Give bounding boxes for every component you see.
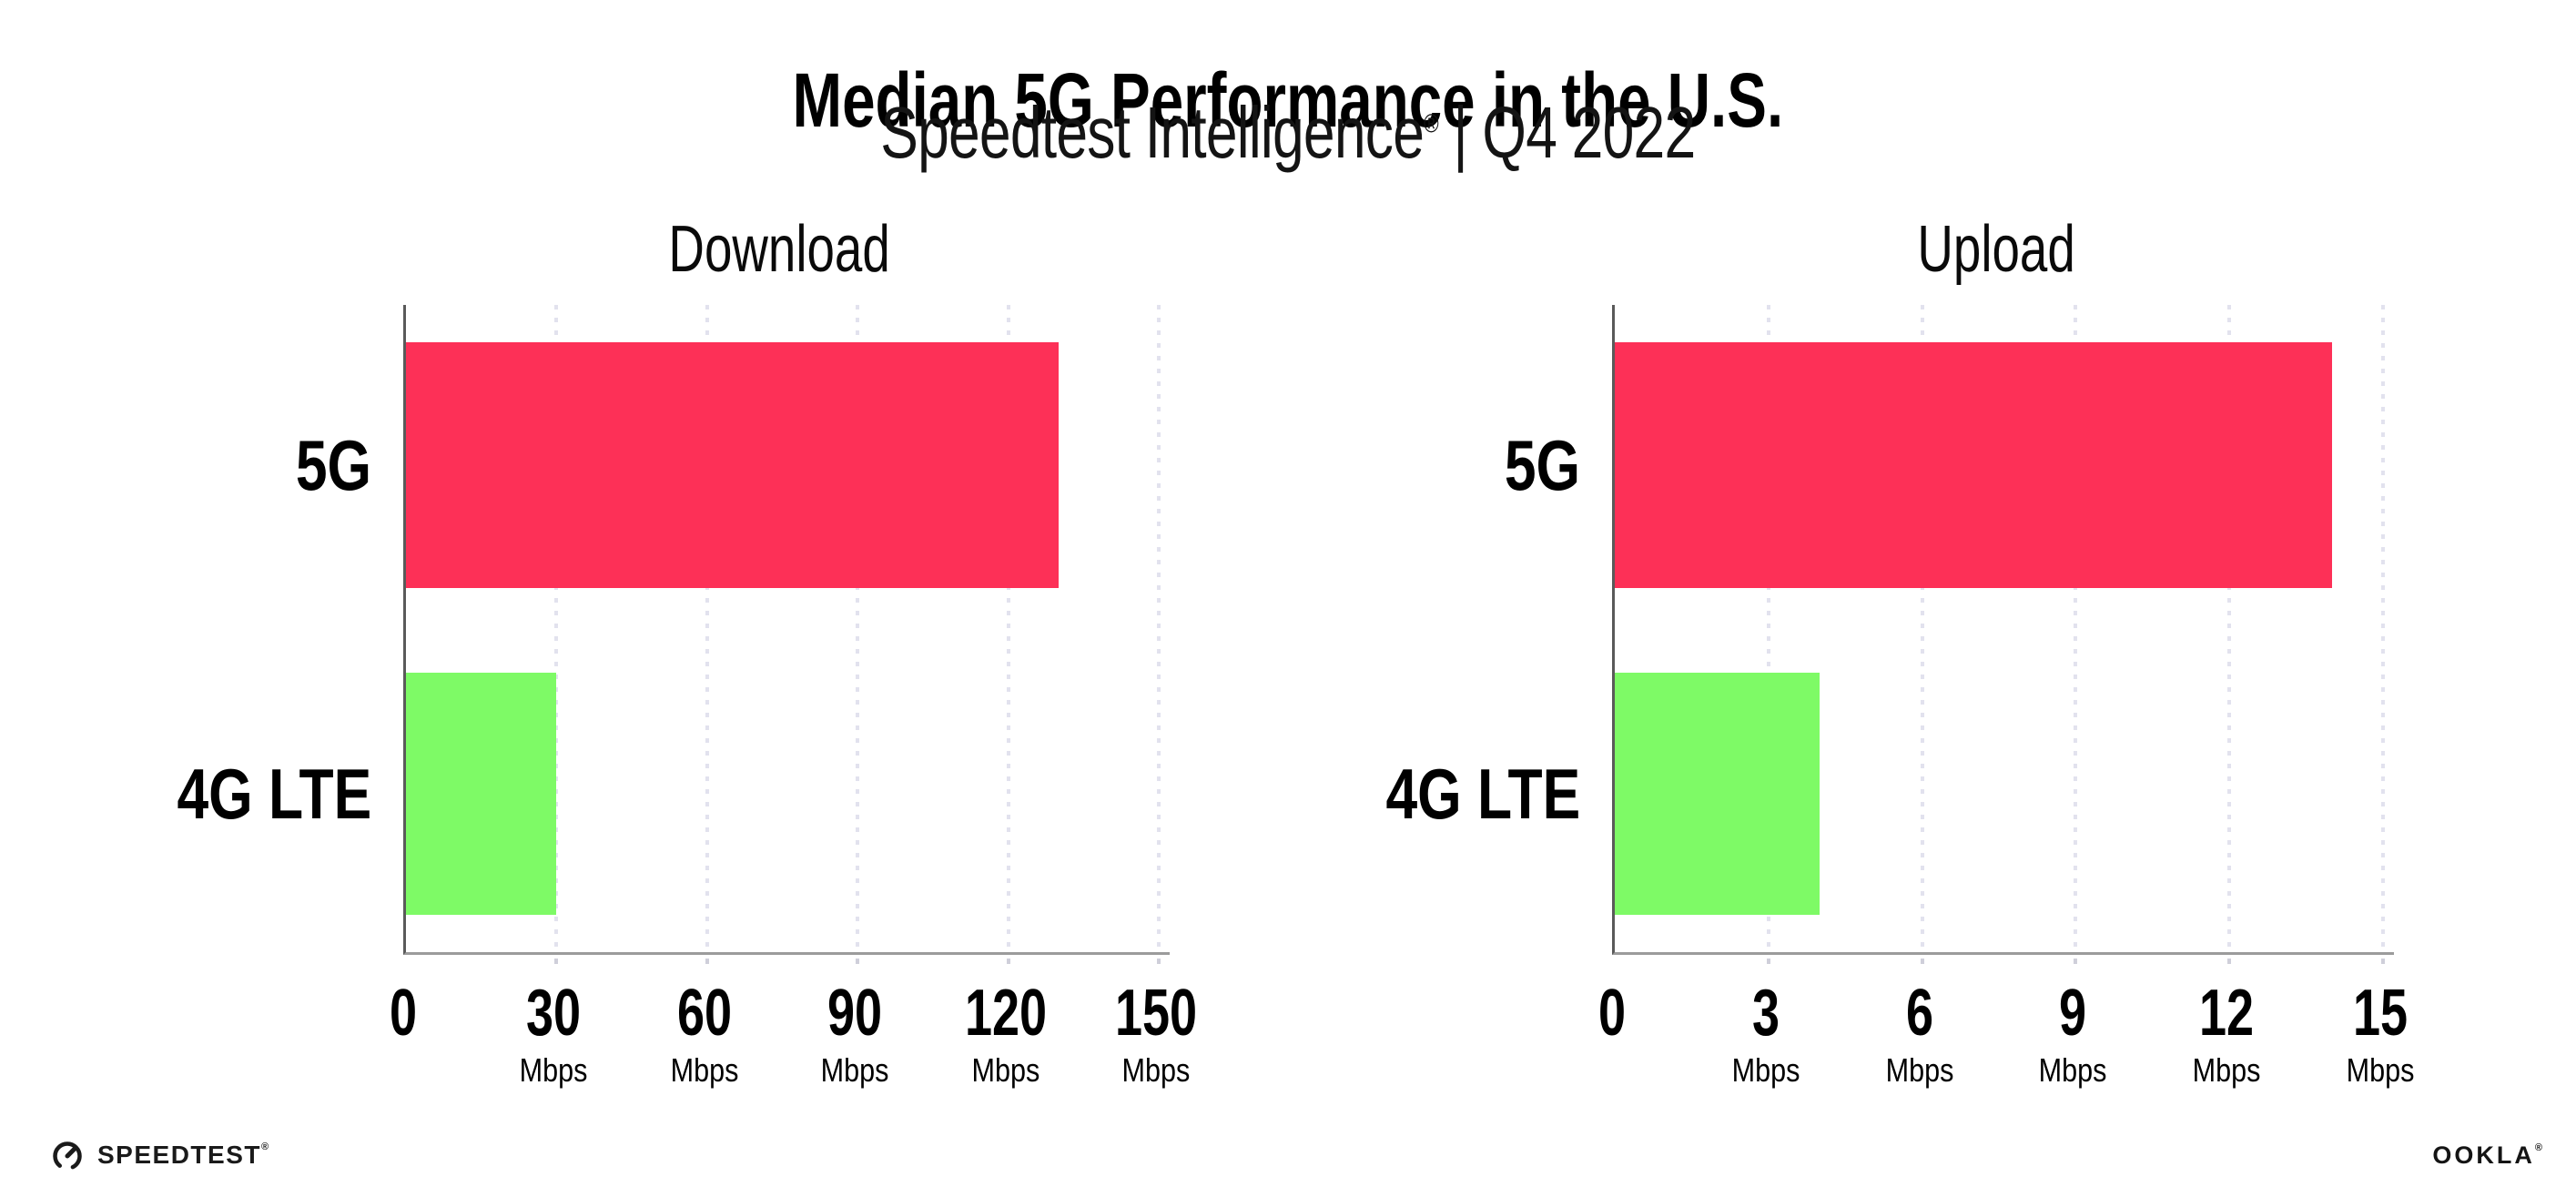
x-tick-label: 60 Mbps	[670, 977, 739, 1089]
registered-mark: ®	[2534, 1142, 2545, 1153]
subtitle-period: | Q4 2022	[1438, 92, 1697, 173]
x-tick-label: 3 Mbps	[1731, 977, 1800, 1089]
bar-5g-download	[406, 342, 1059, 588]
page-subtitle-text: Speedtest Intelligence® | Q4 2022	[880, 92, 1697, 173]
category-label-5g: 5G	[1504, 425, 1580, 505]
gridline	[705, 305, 709, 964]
x-tick-label: 120 Mbps	[964, 977, 1047, 1089]
gridline	[554, 305, 559, 964]
chart-title-download: Download	[403, 217, 1156, 286]
x-tick-label: 150 Mbps	[1114, 977, 1198, 1089]
bar-5g-upload	[1615, 342, 2332, 588]
x-tick-label: 90 Mbps	[820, 977, 889, 1089]
bar-4g-lte-upload	[1615, 673, 1820, 915]
gridline	[2074, 305, 2078, 964]
gridline	[1766, 305, 1770, 964]
category-label-4g-lte: 4G LTE	[1385, 754, 1580, 834]
gridline	[1920, 305, 1924, 964]
download-axis-range: 5G 4G LTE	[177, 305, 1161, 964]
page-title: Median 5G Performance in the U.S.	[0, 60, 2576, 140]
speedtest-wordmark: SPEEDTEST®	[97, 1141, 270, 1169]
upload-plot-area: 5G 4G LTE	[1385, 305, 2394, 964]
chart-title-upload-text: Upload	[1917, 213, 2075, 286]
page-title-text: Median 5G Performance in the U.S.	[792, 57, 1784, 144]
gridline	[2381, 305, 2385, 964]
speedometer-gauge-icon	[50, 1138, 85, 1172]
upload-axis-range: 5G 4G LTE	[1385, 305, 2385, 964]
category-label-4g-lte: 4G LTE	[177, 754, 371, 834]
x-tick-label: 6 Mbps	[1885, 977, 1954, 1089]
ookla-logo: OOKLA®	[2432, 1143, 2545, 1168]
download-plot-area: 5G 4G LTE	[177, 305, 1170, 964]
chart-title-upload: Upload	[1612, 217, 2380, 286]
gridline	[1006, 305, 1010, 964]
x-tick-label: 0	[1597, 977, 1627, 1050]
gridline	[1157, 305, 1161, 964]
registered-mark: ®	[260, 1141, 270, 1152]
gridline	[2227, 305, 2232, 964]
x-tick-label: 0	[389, 977, 418, 1050]
category-label-5g: 5G	[295, 425, 371, 505]
subtitle-brand: Speedtest Intelligence	[880, 92, 1425, 173]
x-tick-label: 12 Mbps	[2192, 977, 2261, 1089]
ookla-wordmark: OOKLA	[2432, 1141, 2535, 1169]
gridline	[856, 305, 860, 964]
speedtest-logo: SPEEDTEST®	[50, 1138, 270, 1172]
x-tick-label: 9 Mbps	[2038, 977, 2107, 1089]
x-tick-label: 30 Mbps	[519, 977, 588, 1089]
upload-x-axis-labels: 0 3 Mbps 6 Mbps 9 Mbps 12 Mbps 15 Mbps	[1598, 977, 2414, 1099]
download-x-axis-labels: 0 30 Mbps 60 Mbps 90 Mbps 120 Mbps 150 M…	[390, 977, 1197, 1099]
x-tick-label: 15 Mbps	[2346, 977, 2415, 1089]
registered-mark: ®	[1424, 109, 1439, 139]
bar-4g-lte-download	[406, 673, 557, 915]
chart-title-download-text: Download	[668, 213, 891, 286]
page-subtitle: Speedtest Intelligence® | Q4 2022	[0, 95, 2576, 171]
